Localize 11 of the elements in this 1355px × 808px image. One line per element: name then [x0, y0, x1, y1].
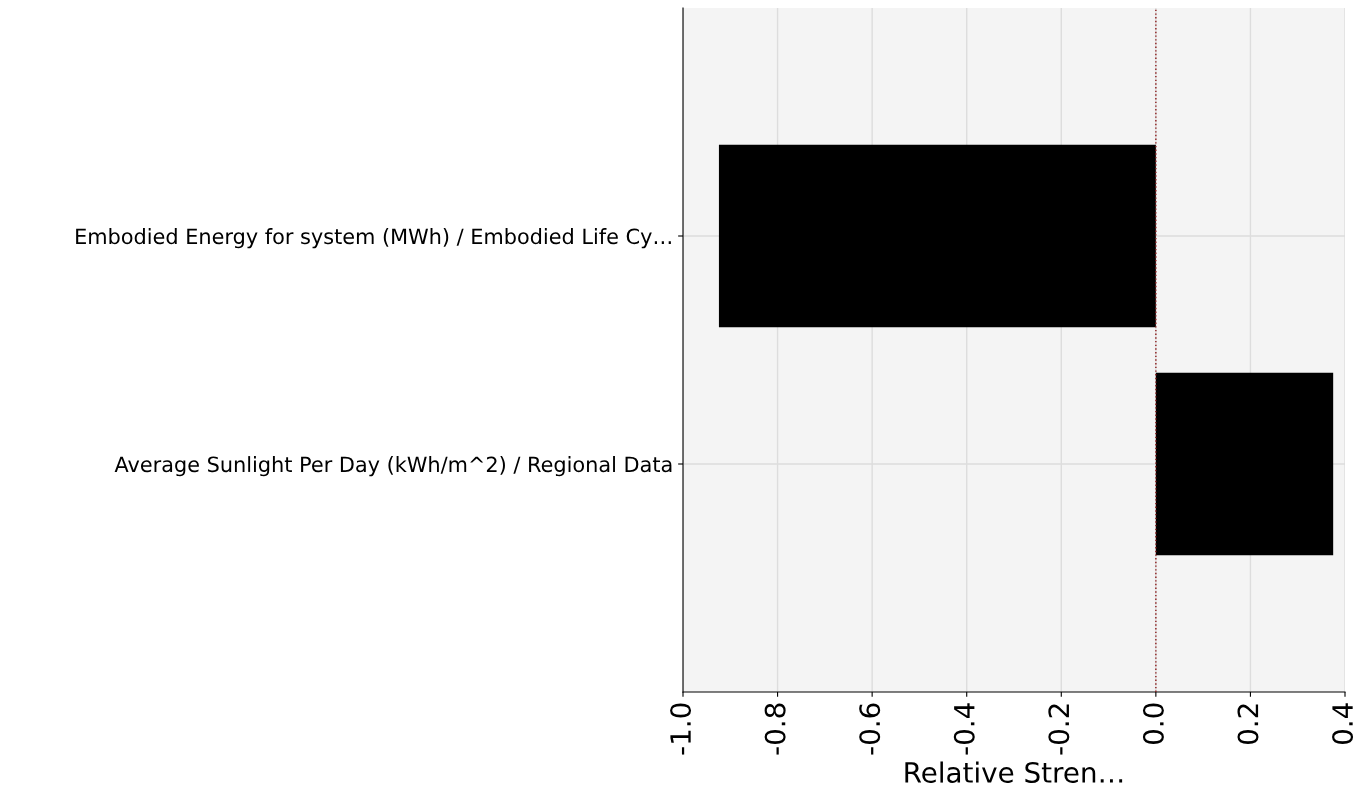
x-tick-label: 0.4: [1332, 703, 1354, 745]
y-tick-label: Average Sunlight Per Day (kWh/m^2) / Regional Data: [114, 456, 672, 477]
x-tick-label: -0.2: [1048, 704, 1070, 755]
x-tick-label: -0.8: [764, 703, 786, 755]
x-tick-label: -1.0: [670, 703, 692, 755]
x-tick-label: -0.6: [859, 703, 881, 755]
x-tick-label: -0.4: [953, 703, 975, 755]
y-tick-label: Embodied Energy for system (MWh) / Embodied Life Cy…: [76, 228, 671, 249]
x-tick-label: 0.0: [1142, 703, 1164, 745]
x-tick-label: 0.2: [1237, 704, 1259, 745]
x-axis-title: Relative Stren…: [905, 761, 1123, 783]
